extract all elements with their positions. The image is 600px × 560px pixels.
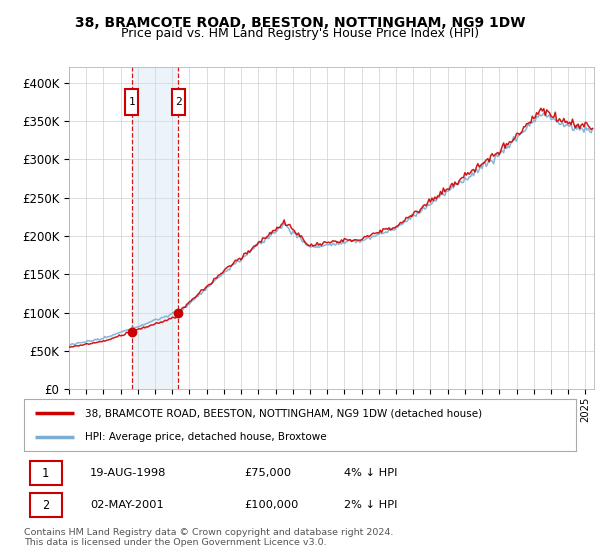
Bar	[131, 67, 178, 389]
Text: 1: 1	[128, 97, 135, 107]
Text: HPI: Average price, detached house, Broxtowe: HPI: Average price, detached house, Brox…	[85, 432, 326, 442]
Text: 2% ↓ HPI: 2% ↓ HPI	[344, 500, 398, 510]
Text: Contains HM Land Registry data © Crown copyright and database right 2024.
This d: Contains HM Land Registry data © Crown c…	[24, 528, 394, 547]
Text: 02-MAY-2001: 02-MAY-2001	[90, 500, 164, 510]
Text: 2: 2	[42, 498, 49, 512]
Bar	[29, 461, 62, 486]
Text: 38, BRAMCOTE ROAD, BEESTON, NOTTINGHAM, NG9 1DW (detached house): 38, BRAMCOTE ROAD, BEESTON, NOTTINGHAM, …	[85, 408, 482, 418]
Text: 19-AUG-1998: 19-AUG-1998	[90, 468, 167, 478]
Text: 4% ↓ HPI: 4% ↓ HPI	[344, 468, 398, 478]
Bar	[125, 88, 138, 115]
Text: Price paid vs. HM Land Registry's House Price Index (HPI): Price paid vs. HM Land Registry's House …	[121, 27, 479, 40]
Text: £100,000: £100,000	[245, 500, 299, 510]
Text: £75,000: £75,000	[245, 468, 292, 478]
Text: 38, BRAMCOTE ROAD, BEESTON, NOTTINGHAM, NG9 1DW: 38, BRAMCOTE ROAD, BEESTON, NOTTINGHAM, …	[75, 16, 525, 30]
Text: 2: 2	[175, 97, 181, 107]
Bar	[29, 493, 62, 517]
Text: 1: 1	[42, 467, 49, 480]
Bar	[172, 88, 185, 115]
